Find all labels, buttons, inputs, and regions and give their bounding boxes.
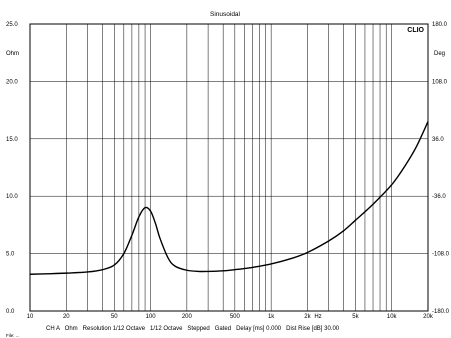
y-right-tick-label: -180.0 — [432, 309, 450, 315]
x-tick-label: 20k — [423, 314, 434, 320]
x-tick-label: 100 — [146, 314, 157, 320]
x-ticks: 10 20 50 100 200 500 1k 2k 5k 10k 20k — [27, 314, 434, 320]
y-left-tick-label: 0.0 — [6, 309, 15, 315]
x-tick-label: 5k — [352, 314, 359, 320]
x-tick-label: 50 — [111, 314, 118, 320]
y-left-tick-label: 20.0 — [6, 79, 18, 85]
y-right-tick-label: -108.0 — [432, 252, 450, 258]
x-tick-label: 1k — [268, 314, 275, 320]
x-tick-label: 500 — [230, 314, 241, 320]
x-tick-label: 10 — [27, 314, 34, 320]
y-right-ticks: 180.0 108.0 36.0 -36.0 -108.0 -180.0 — [432, 22, 450, 315]
x-tick-label: 20 — [63, 314, 70, 320]
x-tick-label: 2k — [304, 314, 311, 320]
y-right-tick-label: -36.0 — [432, 194, 446, 200]
plot-frame — [29, 23, 429, 312]
y-left-tick-label: 15.0 — [6, 137, 18, 143]
series-line-impedance — [29, 121, 429, 275]
y-left-tick-label: 5.0 — [6, 252, 15, 258]
grid — [30, 24, 428, 311]
y-right-unit: Deg — [434, 51, 445, 57]
y-left-unit: Ohm — [6, 51, 19, 57]
x-tick-label: 200 — [182, 314, 193, 320]
x-tick-label: 10k — [387, 314, 398, 320]
y-right-tick-label: 180.0 — [432, 22, 448, 28]
file-label: File: ... — [6, 333, 20, 338]
brand-label: CLIO — [407, 27, 424, 34]
x-unit: Hz — [314, 314, 321, 320]
series-group — [29, 121, 429, 275]
y-left-tick-label: 25.0 — [6, 22, 18, 28]
y-left-tick-label: 10.0 — [6, 194, 18, 200]
y-right-tick-label: 108.0 — [432, 79, 448, 85]
y-right-tick-label: 36.0 — [432, 137, 444, 143]
chart-title: Sinusoidal — [210, 11, 241, 18]
y-left-ticks: 0.0 5.0 10.0 15.0 20.0 25.0 — [6, 22, 18, 315]
footer-text: CH A Ohm Resolution 1/12 Octave 1/12 Oct… — [46, 326, 340, 332]
